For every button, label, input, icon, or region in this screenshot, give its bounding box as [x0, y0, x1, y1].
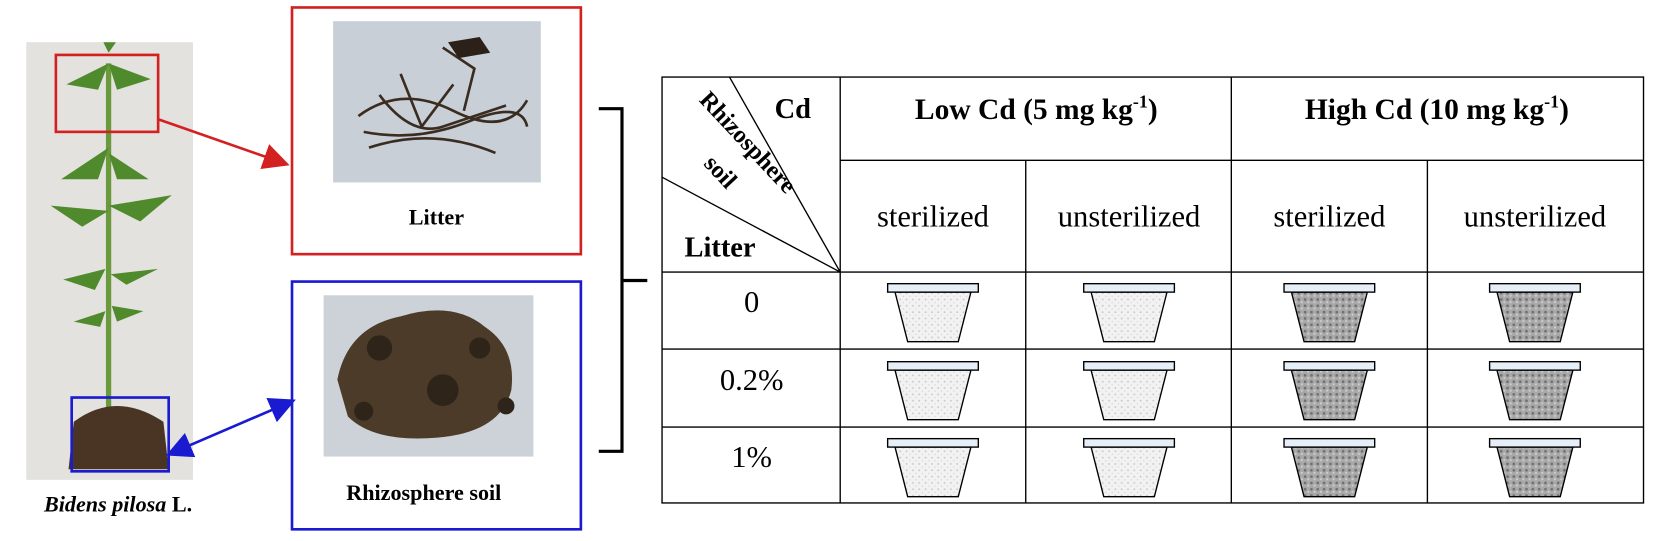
row-label: 1% [731, 440, 772, 474]
pot-body [1290, 446, 1369, 498]
group-header: High Cd (10 mg kg-1) [1305, 92, 1569, 127]
pot-body [1290, 291, 1369, 343]
pot-rim [886, 361, 979, 371]
pot-body [1496, 291, 1574, 343]
species-author: L. [172, 491, 192, 516]
pot-rim [1283, 282, 1376, 293]
soil-photo [323, 295, 534, 457]
pot-rim [886, 282, 979, 293]
corner-cd: Cd [775, 94, 812, 125]
pot-body [894, 446, 972, 498]
group-header: Low Cd (5 mg kg-1) [915, 92, 1158, 127]
red-arrow [157, 117, 290, 169]
pot-rim [886, 437, 979, 448]
row-label: 0.2% [720, 363, 784, 397]
pot-body [894, 369, 972, 421]
group-sup: -1 [1133, 92, 1148, 112]
pot-body [1090, 291, 1168, 343]
pot-rim [1488, 437, 1581, 448]
corner-diagonal-2: soil [698, 150, 742, 194]
pot-rim [1083, 361, 1176, 371]
litter-label: Litter [409, 205, 464, 230]
pot-rim [1283, 437, 1376, 448]
pot-rim [1283, 361, 1376, 371]
group-close: ) [1559, 94, 1569, 126]
subheader: unsterilized [1464, 200, 1607, 234]
table-grid [661, 76, 1645, 504]
pot-body [1496, 446, 1574, 498]
group-text: High Cd (10 mg kg [1305, 94, 1545, 126]
bracket [598, 107, 648, 453]
group-text: Low Cd (5 mg kg [915, 94, 1133, 126]
corner-litter: Litter [684, 232, 755, 263]
plant-caption: Bidens pilosa L. [43, 491, 192, 516]
row-label: 0 [744, 285, 759, 319]
plant-photo [26, 42, 193, 480]
group-close: ) [1148, 94, 1158, 126]
table-cells: sterilized unsterilized sterilized unsteril… [720, 200, 1607, 498]
litter-frame [290, 6, 583, 256]
soil-label: Rhizosphere soil [346, 480, 501, 505]
pot-rim [1083, 437, 1176, 448]
litter-photo [333, 21, 541, 183]
pot-rim [1488, 361, 1581, 371]
soil-frame [290, 280, 583, 531]
subheader: sterilized [1273, 200, 1385, 234]
pot-body [1090, 369, 1168, 421]
pot-body [894, 291, 972, 343]
group-sup: -1 [1544, 92, 1559, 112]
subheader: unsterilized [1058, 200, 1201, 234]
species-name: Bidens pilosa [43, 491, 166, 516]
pot-rim [1083, 282, 1176, 293]
blue-arrow [165, 397, 296, 458]
pot-body [1290, 369, 1369, 421]
pot-rim [1488, 282, 1581, 293]
subheader: sterilized [877, 200, 989, 234]
pot-body [1496, 369, 1574, 421]
pot-body [1090, 446, 1168, 498]
